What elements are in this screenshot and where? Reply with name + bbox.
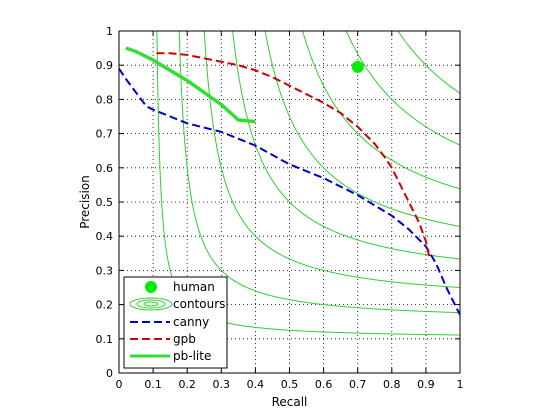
series-gpb-line <box>156 52 431 257</box>
legend-marker-contours <box>129 297 173 311</box>
iso-f-contour <box>302 31 460 190</box>
x-tick-label: 0.1 <box>144 378 162 391</box>
legend-label-human: human <box>173 280 215 294</box>
legend-label-pb-lite: pb-lite <box>173 349 211 363</box>
series-pb-lite-line <box>125 46 256 124</box>
series-layer <box>119 46 460 316</box>
y-tick-label: 1 <box>106 25 113 38</box>
contour-layer <box>156 31 460 336</box>
iso-f-contour <box>232 31 460 260</box>
iso-f-contour <box>397 31 460 94</box>
x-tick-label: 0.7 <box>349 378 367 391</box>
y-tick-label: 0 <box>106 367 113 380</box>
iso-f-contour <box>264 31 460 227</box>
y-tick-label: 0.3 <box>96 264 114 277</box>
grid-layer <box>119 31 460 373</box>
x-tick-label: 0.2 <box>178 378 196 391</box>
y-axis-label: Precision <box>78 175 92 229</box>
marker-layer <box>351 60 364 73</box>
x-tick-label: 0.3 <box>213 378 231 391</box>
x-tick-label: 0.5 <box>281 378 299 391</box>
legend-marker-human <box>145 281 157 293</box>
x-tick-label: 0.4 <box>247 378 265 391</box>
legend-label-gpb: gpb <box>173 332 196 346</box>
y-tick-label: 0.2 <box>96 299 114 312</box>
legend-label-contours: contours <box>173 297 225 311</box>
y-tick-label: 0.1 <box>96 333 114 346</box>
legend-box <box>123 276 228 369</box>
legend-label-canny: canny <box>173 315 209 329</box>
iso-f-contour <box>203 31 460 288</box>
y-tick-label: 0.5 <box>96 196 114 209</box>
x-axis-label: Recall <box>272 395 308 409</box>
x-tick-label: 0.8 <box>383 378 401 391</box>
y-tick-label: 0.7 <box>96 128 114 141</box>
iso-f-contour <box>178 31 460 314</box>
y-tick-label: 0.6 <box>96 162 114 175</box>
x-tick-label: 0.6 <box>315 378 333 391</box>
legend: human contours canny gpb pb-lite <box>123 276 228 369</box>
x-tick-label: 0.9 <box>417 378 435 391</box>
y-tick-label: 0.9 <box>96 59 114 72</box>
y-tick-label: 0.4 <box>96 230 114 243</box>
x-tick-label: 1 <box>457 378 464 391</box>
y-tick-label: 0.8 <box>96 93 114 106</box>
series-canny-line <box>119 68 460 316</box>
x-tick-label: 0 <box>116 378 123 391</box>
tick-layer: 0 0.1 0.2 0.3 0.4 0.5 0.6 0.7 0.8 0.9 1 0 0.1 0.2 0.3 0… <box>96 25 464 391</box>
series-human-point <box>351 60 364 73</box>
iso-f-contour <box>345 31 460 146</box>
